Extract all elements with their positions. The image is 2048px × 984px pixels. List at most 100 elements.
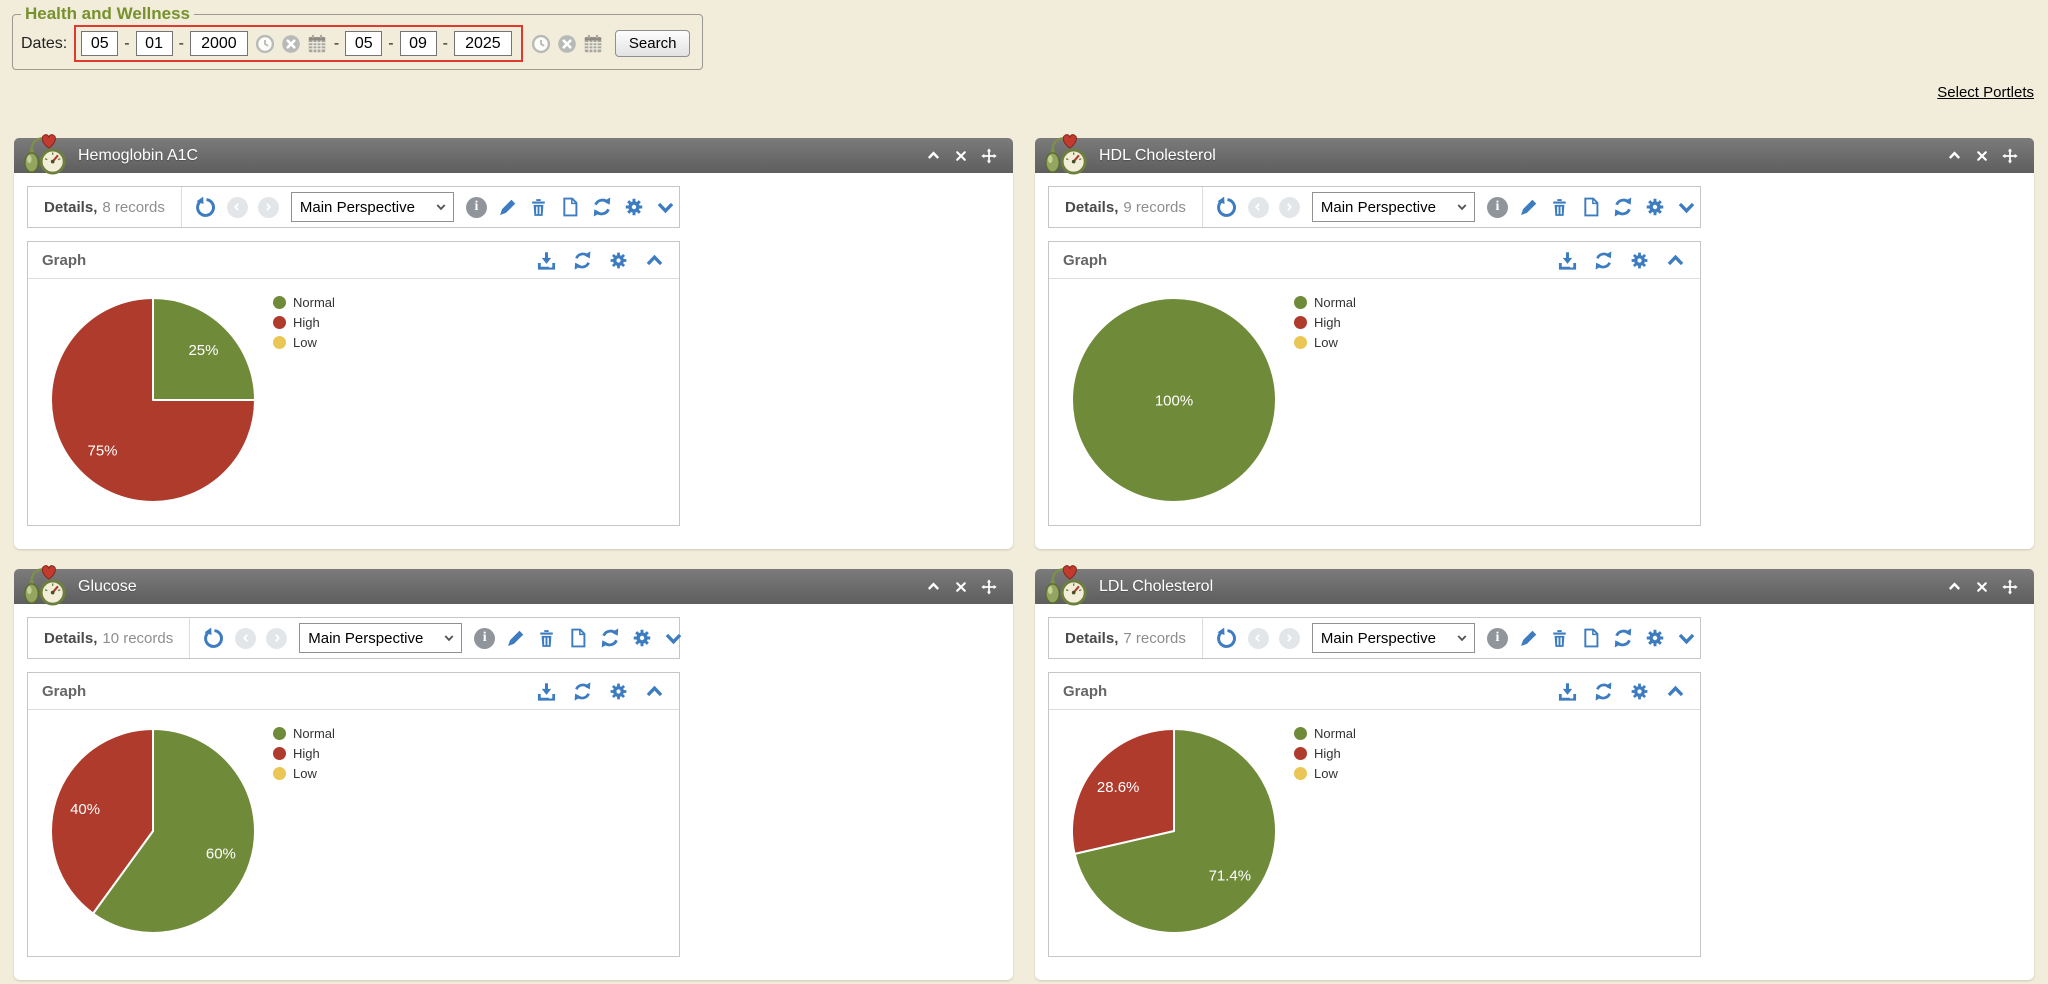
download-icon[interactable] (536, 681, 557, 702)
details-label: Details, (44, 629, 98, 647)
from-day-input[interactable] (135, 31, 173, 56)
undo-icon[interactable] (194, 196, 217, 219)
collapse-icon[interactable] (1947, 579, 1962, 594)
select-portlets-link[interactable]: Select Portlets (1937, 84, 2034, 101)
close-icon[interactable] (1975, 580, 1989, 594)
collapse-icon[interactable] (926, 579, 941, 594)
clear-icon[interactable] (556, 33, 578, 55)
edit-icon[interactable] (1518, 628, 1539, 649)
previous-icon[interactable] (226, 196, 248, 218)
next-icon[interactable] (266, 627, 288, 649)
edit-icon[interactable] (505, 628, 526, 649)
perspective-select[interactable]: Main Perspective (290, 192, 454, 222)
next-icon[interactable] (1278, 196, 1300, 218)
edit-icon[interactable] (1518, 197, 1539, 218)
undo-icon[interactable] (1215, 627, 1238, 650)
previous-icon[interactable] (1247, 627, 1269, 649)
details-cell: Details, 8 records (28, 187, 182, 227)
collapse-section-icon[interactable] (1676, 628, 1697, 649)
settings-icon[interactable] (631, 627, 653, 649)
graph-tools (1557, 250, 1686, 271)
legend-swatch (273, 335, 286, 349)
settings-icon[interactable] (608, 250, 629, 271)
info-icon[interactable]: i (465, 196, 487, 218)
collapse-section-icon[interactable] (1676, 197, 1697, 218)
graph-label: Graph (42, 251, 87, 269)
select-portlets-row: Select Portlets (0, 84, 2048, 102)
calendar-icon[interactable] (306, 33, 328, 55)
settings-icon[interactable] (1644, 627, 1666, 649)
delete-icon[interactable] (1549, 628, 1570, 649)
new-document-icon[interactable] (559, 196, 581, 218)
refresh-icon[interactable] (1593, 681, 1614, 702)
from-year-input[interactable] (189, 31, 248, 56)
move-icon[interactable] (2002, 579, 2018, 595)
undo-icon[interactable] (1215, 196, 1238, 219)
delete-icon[interactable] (528, 197, 549, 218)
clock-icon[interactable] (530, 33, 552, 55)
legend-item-low: Low (1294, 763, 1356, 783)
settings-icon[interactable] (608, 681, 629, 702)
refresh-icon[interactable] (572, 250, 593, 271)
delete-icon[interactable] (536, 628, 557, 649)
portlet: HDL Cholesterol Details, 9 records (1035, 138, 2034, 549)
edit-icon[interactable] (497, 197, 518, 218)
collapse-graph-icon[interactable] (644, 250, 665, 271)
refresh-icon[interactable] (1612, 196, 1634, 218)
settings-icon[interactable] (1629, 681, 1650, 702)
info-icon[interactable]: i (1486, 196, 1508, 218)
collapse-icon[interactable] (1947, 148, 1962, 163)
next-icon[interactable] (257, 196, 279, 218)
delete-icon[interactable] (1549, 197, 1570, 218)
move-icon[interactable] (981, 579, 997, 595)
pie-slice-high (50, 297, 256, 503)
refresh-icon[interactable] (1612, 627, 1634, 649)
refresh-icon[interactable] (572, 681, 593, 702)
perspective-select[interactable]: Main Perspective (299, 623, 463, 653)
pie-chart: 25% 75% Normal High Low (28, 279, 679, 525)
settings-icon[interactable] (623, 196, 645, 218)
new-document-icon[interactable] (1580, 627, 1602, 649)
graph-label: Graph (42, 682, 87, 700)
to-day-input[interactable] (399, 31, 437, 56)
info-icon[interactable]: i (1486, 627, 1508, 649)
collapse-icon[interactable] (926, 148, 941, 163)
new-document-icon[interactable] (567, 627, 589, 649)
search-button[interactable]: Search (614, 30, 691, 57)
collapse-section-icon[interactable] (655, 197, 676, 218)
from-month-input[interactable] (81, 31, 119, 56)
close-icon[interactable] (954, 580, 968, 594)
settings-icon[interactable] (1629, 250, 1650, 271)
collapse-graph-icon[interactable] (1665, 250, 1686, 271)
close-icon[interactable] (1975, 149, 1989, 163)
pie-chart: 60% 40% Normal High Low (28, 710, 679, 956)
download-icon[interactable] (536, 250, 557, 271)
refresh-icon[interactable] (599, 627, 621, 649)
collapse-section-icon[interactable] (663, 628, 684, 649)
clock-icon[interactable] (254, 33, 276, 55)
refresh-icon[interactable] (591, 196, 613, 218)
previous-icon[interactable] (1247, 196, 1269, 218)
download-icon[interactable] (1557, 681, 1578, 702)
previous-icon[interactable] (235, 627, 257, 649)
download-icon[interactable] (1557, 250, 1578, 271)
perspective-select-wrap: Main Perspective (1311, 623, 1475, 653)
move-icon[interactable] (2002, 148, 2018, 164)
clear-icon[interactable] (280, 33, 302, 55)
collapse-graph-icon[interactable] (1665, 681, 1686, 702)
collapse-graph-icon[interactable] (644, 681, 665, 702)
next-icon[interactable] (1278, 627, 1300, 649)
close-icon[interactable] (954, 149, 968, 163)
move-icon[interactable] (981, 148, 997, 164)
settings-icon[interactable] (1644, 196, 1666, 218)
undo-icon[interactable] (202, 627, 225, 650)
new-document-icon[interactable] (1580, 196, 1602, 218)
perspective-select[interactable]: Main Perspective (1311, 623, 1475, 653)
pie-slice-label: 75% (87, 443, 117, 460)
to-month-input[interactable] (345, 31, 383, 56)
refresh-icon[interactable] (1593, 250, 1614, 271)
info-icon[interactable]: i (474, 627, 496, 649)
to-year-input[interactable] (453, 31, 512, 56)
calendar-icon[interactable] (582, 33, 604, 55)
perspective-select[interactable]: Main Perspective (1311, 192, 1475, 222)
